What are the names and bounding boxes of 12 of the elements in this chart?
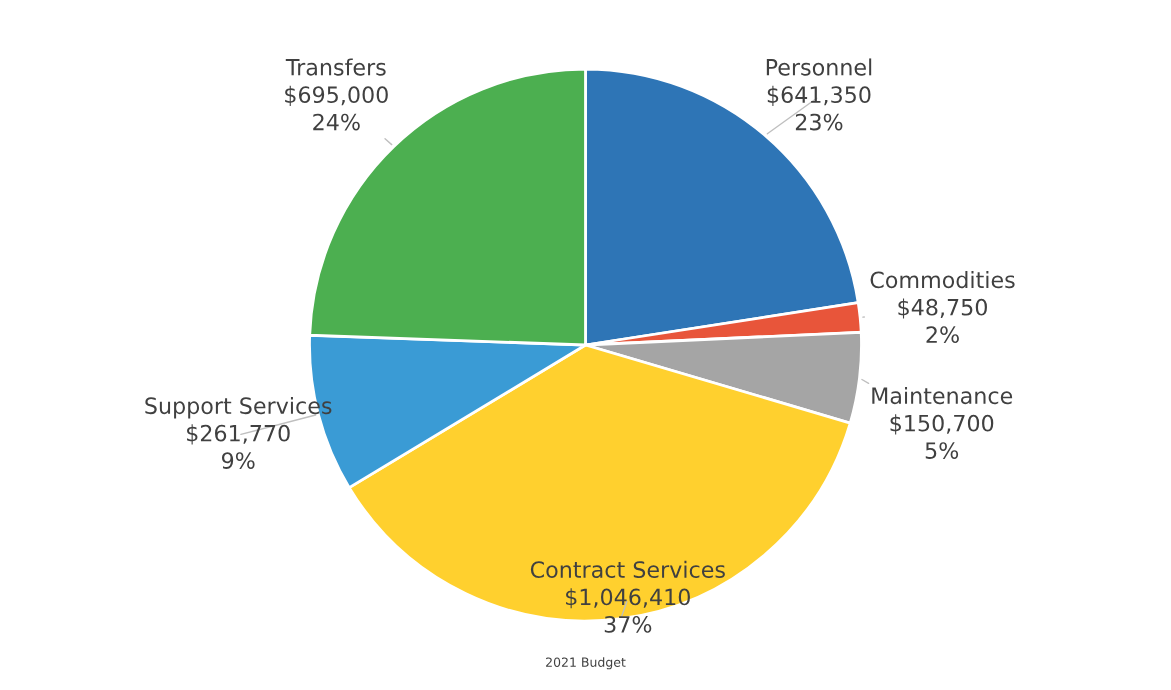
data-label: $695,000 24% (285, 85, 388, 131)
data-label: $150,700 5% (890, 414, 994, 459)
text: 2021 Budget (546, 657, 626, 670)
slice-label: Contract Services (530, 560, 725, 578)
slice-label: Commodities (870, 271, 1015, 289)
data-label: $261,770 9% (187, 424, 290, 469)
data-label: $48,750 2% (898, 298, 987, 344)
slice-label: Transfers (285, 58, 386, 76)
data-label: $641,350 23% (767, 85, 871, 131)
slice-label: Personnel (766, 58, 872, 76)
data-label: $1,046,410 37% (566, 588, 690, 633)
slice-label: Maintenance (872, 386, 1013, 405)
